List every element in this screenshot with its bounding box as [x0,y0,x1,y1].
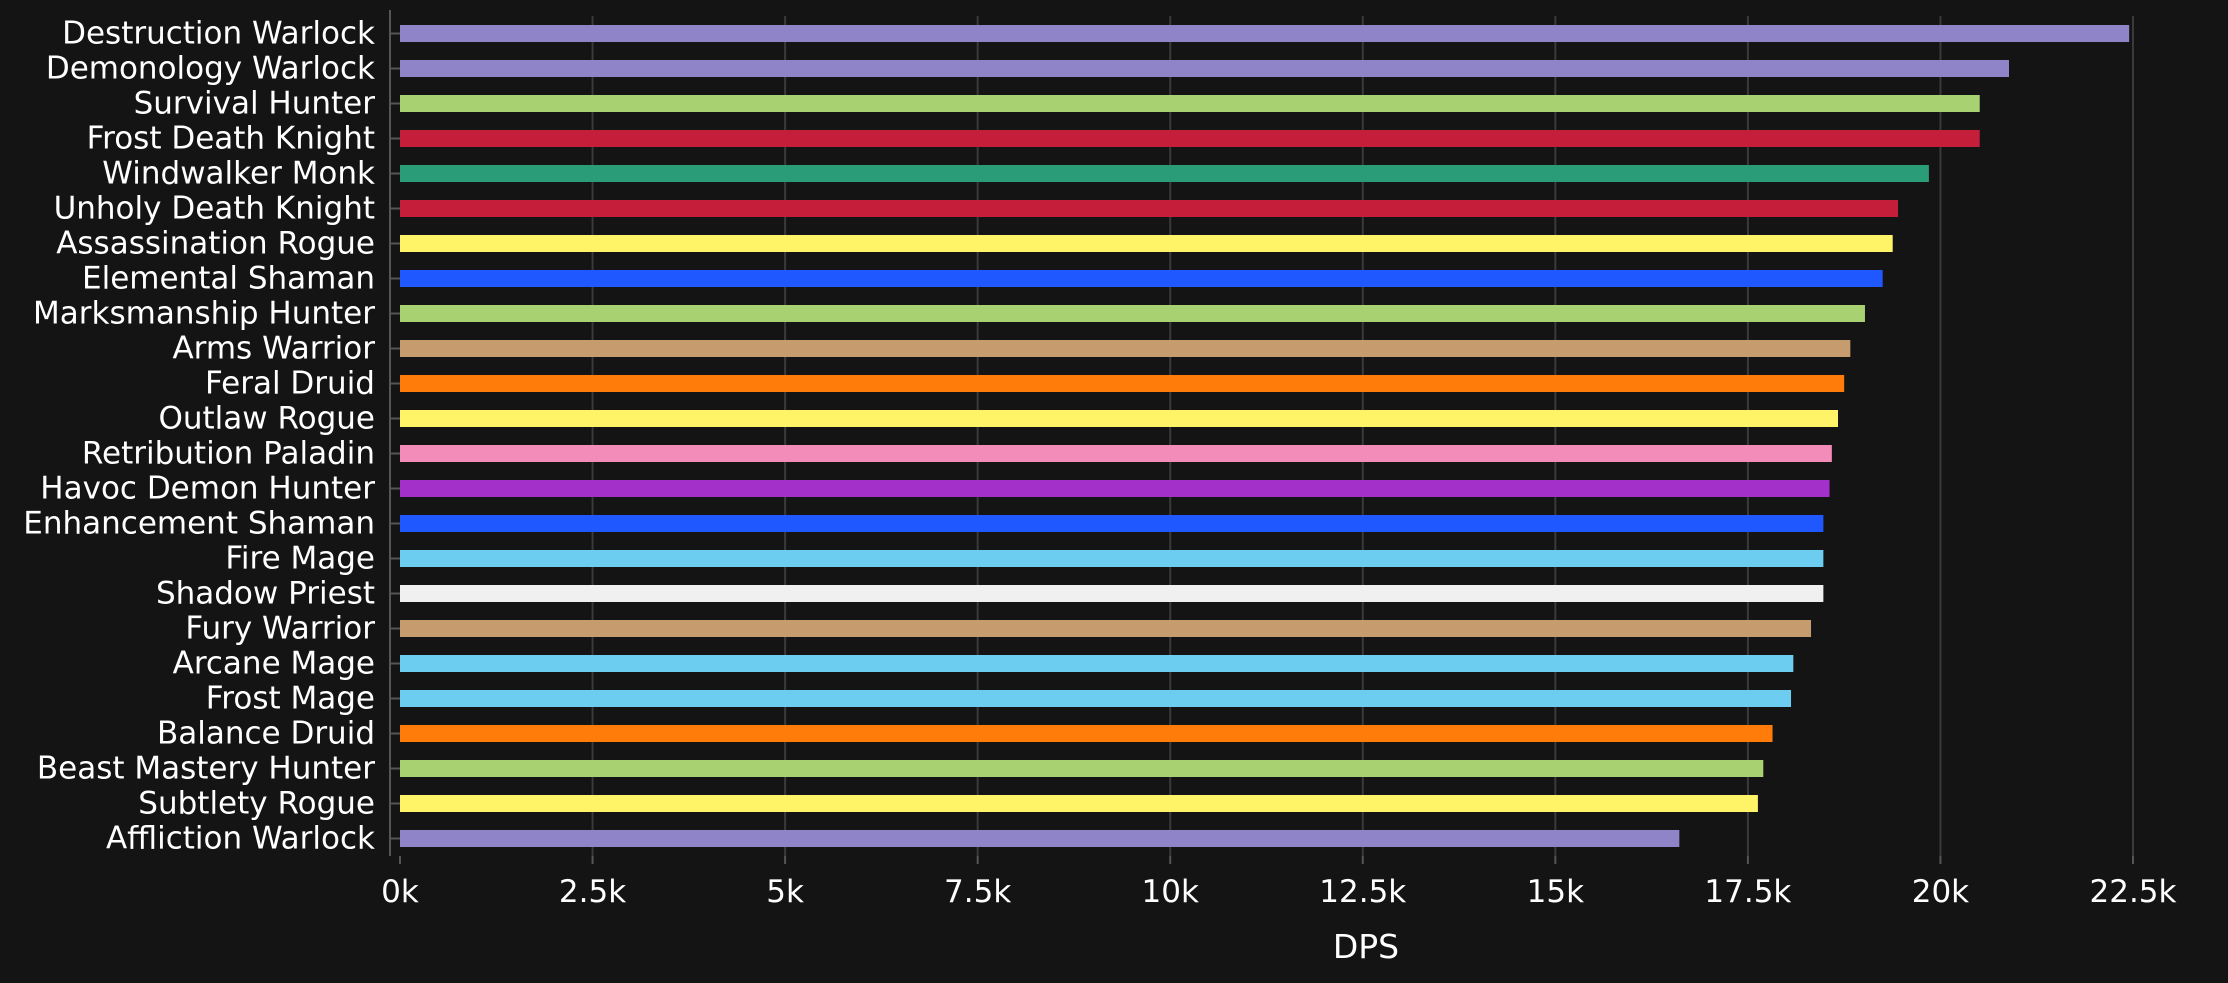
x-axis-title: DPS [1333,927,1399,966]
category-label: Enhancement Shaman [23,506,375,542]
category-label: Arcane Mage [173,646,375,682]
category-label: Marksmanship Hunter [33,296,375,332]
category-label: Feral Druid [205,366,375,402]
bar[interactable] [400,305,1865,322]
bar[interactable] [400,795,1758,812]
category-label: Retribution Paladin [82,436,375,472]
category-label: Havoc Demon Hunter [40,471,375,507]
category-label: Destruction Warlock [62,16,375,52]
bar[interactable] [400,340,1851,357]
bar[interactable] [400,760,1764,777]
bar[interactable] [400,830,1680,847]
category-label: Arms Warrior [172,331,375,367]
x-tick-label: 5k [766,874,804,910]
x-tick-label: 10k [1142,874,1199,910]
category-label: Demonology Warlock [46,51,375,87]
bar[interactable] [400,620,1812,637]
category-label: Subtlety Rogue [138,786,375,822]
category-label: Fire Mage [225,541,375,577]
category-label: Affliction Warlock [106,821,375,857]
x-tick-label: 17.5k [1704,874,1791,910]
category-label: Frost Death Knight [87,121,375,157]
category-label: Balance Druid [157,716,375,752]
bar[interactable] [400,270,1883,287]
x-tick-label: 2.5k [559,874,626,910]
x-tick-label: 15k [1527,874,1584,910]
bar[interactable] [400,725,1773,742]
category-label: Unholy Death Knight [54,191,375,227]
bar[interactable] [400,690,1792,707]
bar[interactable] [400,550,1824,567]
bar[interactable] [400,200,1899,217]
bar[interactable] [400,130,1980,147]
axes [389,10,2134,864]
category-label: Outlaw Rogue [158,401,375,437]
category-label: Frost Mage [206,681,375,717]
x-tick-label: 12.5k [1319,874,1406,910]
bar[interactable] [400,410,1839,427]
x-tick-labels: 0k 2.5k 5k 7.5k 10k 12.5k 15k 17.5k 20k 22.5k [381,874,2176,910]
bar[interactable] [400,95,1980,112]
bar[interactable] [400,515,1824,532]
category-label: Windwalker Monk [102,156,375,192]
bar[interactable] [400,480,1830,497]
category-label: Assassination Rogue [56,226,375,262]
category-label: Beast Mastery Hunter [37,751,375,787]
bar[interactable] [400,235,1893,252]
x-tick-label: 22.5k [2090,874,2177,910]
bar[interactable] [400,25,2130,42]
category-label: Elemental Shaman [82,261,375,297]
bar[interactable] [400,655,1794,672]
bars [400,25,2130,847]
category-label: Shadow Priest [156,576,375,612]
category-label: Survival Hunter [134,86,376,122]
bar[interactable] [400,60,2009,77]
bar[interactable] [400,585,1824,602]
x-tick-label: 0k [381,874,419,910]
gridlines [591,16,2134,856]
x-tick-label: 20k [1912,874,1969,910]
category-label: Fury Warrior [185,611,375,647]
x-tick-label: 7.5k [944,874,1011,910]
bar[interactable] [400,445,1832,462]
bar[interactable] [400,165,1929,182]
bar[interactable] [400,375,1845,392]
